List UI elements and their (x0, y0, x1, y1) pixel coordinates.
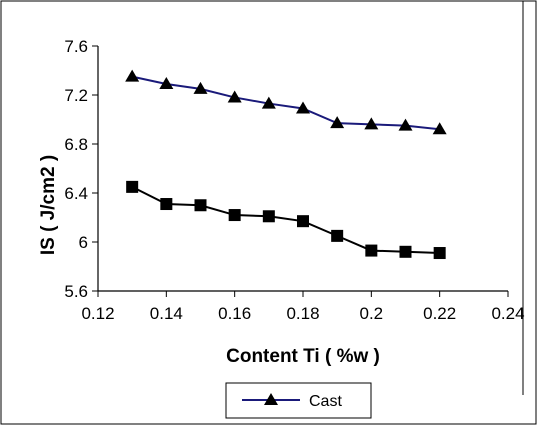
y-tick-label: 6.8 (64, 135, 88, 154)
x-tick-label: 0.14 (150, 304, 183, 323)
square-point (262, 210, 275, 223)
y-tick-label: 6.4 (64, 184, 88, 203)
x-tick-label: 0.2 (360, 304, 384, 323)
square-point (160, 198, 173, 211)
y-tick-label: 7.2 (64, 86, 88, 105)
x-axis-title: Content Ti ( %w ) (226, 346, 380, 367)
square-point (331, 229, 344, 242)
legend-triangle-marker (264, 393, 278, 405)
legend: Cast (225, 382, 372, 419)
x-ticks: 0.12 0.14 0.16 0.18 0.2 0.22 0.24 (81, 291, 525, 323)
triangle-point (296, 101, 310, 114)
x-tick-label: 0.18 (286, 304, 319, 323)
square-point (433, 247, 446, 260)
triangle-point (227, 90, 242, 103)
x-tick-label: 0.22 (423, 304, 456, 323)
y-axis-title: IS ( J/cm2 ) (38, 155, 59, 255)
square-point (365, 244, 378, 257)
triangle-point (364, 117, 379, 130)
x-tick-label: 0.12 (81, 304, 114, 323)
y-tick-label: 6 (79, 233, 88, 252)
square-point (297, 215, 309, 228)
triangle-point (125, 69, 140, 82)
square-point (228, 209, 241, 222)
x-tick-label: 0.16 (218, 304, 251, 323)
triangle-point (432, 122, 447, 135)
square-point (399, 245, 412, 258)
x-tick-label: 0.24 (491, 304, 524, 323)
legend-label: Cast (309, 393, 342, 410)
square-point (126, 180, 139, 193)
square-point (194, 199, 207, 212)
triangle-point (193, 81, 208, 94)
series-line-cast (131, 75, 440, 131)
y-tick-label: 7.6 (64, 37, 88, 56)
triangle-point (159, 76, 174, 89)
triangle-point (330, 116, 345, 129)
triangle-point (398, 118, 413, 131)
triangle-point (261, 96, 276, 109)
series-layer (125, 69, 447, 260)
series-line-square (131, 185, 440, 255)
y-ticks: 5.6 6 6.4 6.8 7.2 7.6 (64, 37, 98, 301)
y-tick-label: 5.6 (64, 282, 88, 301)
